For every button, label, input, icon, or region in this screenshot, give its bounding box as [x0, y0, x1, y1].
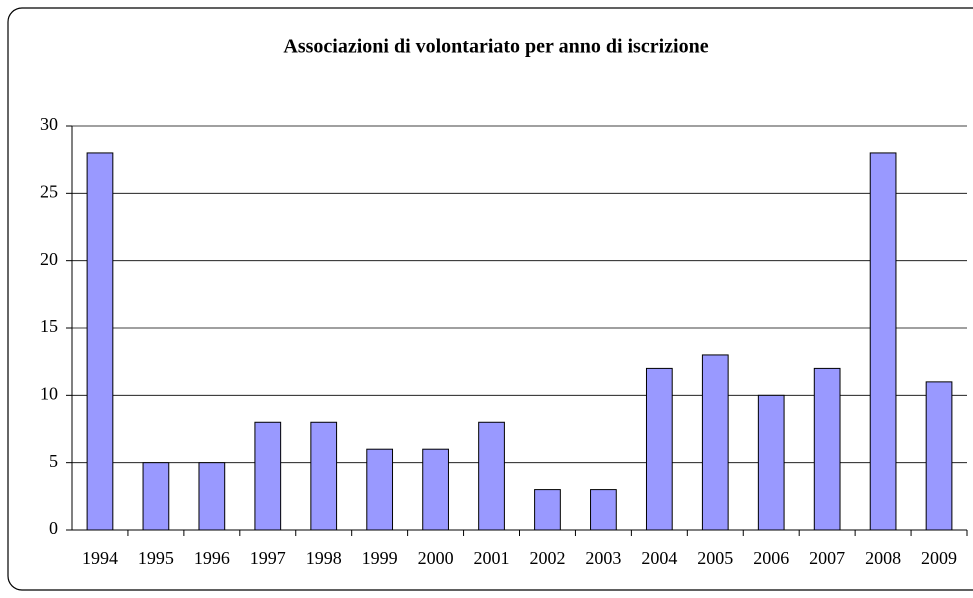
bar	[869, 152, 897, 531]
bar	[86, 152, 114, 531]
bar	[925, 381, 953, 531]
bar	[422, 448, 449, 531]
x-tick-label: 2008	[865, 548, 901, 568]
bar	[813, 367, 841, 531]
x-tick-label: 2000	[418, 548, 454, 568]
y-tick-label: 20	[40, 249, 58, 269]
x-tick-label: 2007	[809, 548, 845, 568]
x-tick-label: 1996	[194, 548, 230, 568]
x-tick-label: 1994	[82, 548, 118, 568]
bar	[590, 489, 617, 531]
bar	[478, 421, 505, 531]
x-tick-label: 1998	[306, 548, 342, 568]
x-tick-label: 1999	[362, 548, 398, 568]
x-tick-label: 2001	[474, 548, 510, 568]
y-tick-label: 30	[40, 114, 58, 134]
y-tick-label: 5	[49, 451, 58, 471]
x-tick-label: 2009	[921, 548, 957, 568]
bar	[198, 462, 226, 531]
chart-frame	[7, 7, 973, 591]
x-tick-label: 2004	[641, 548, 677, 568]
y-tick-label: 25	[40, 181, 58, 201]
x-tick-label: 2005	[697, 548, 733, 568]
x-tick-label: 2006	[753, 548, 789, 568]
bar	[757, 394, 785, 531]
bar	[310, 421, 338, 531]
x-tick-label: 2003	[585, 548, 621, 568]
chart-title: Associazioni di volontariato per anno di…	[283, 36, 708, 58]
bar	[645, 367, 673, 531]
x-tick-label: 1995	[138, 548, 174, 568]
bar	[142, 462, 170, 531]
x-tick-label: 1997	[250, 548, 286, 568]
y-tick-label: 15	[40, 316, 58, 336]
y-tick-label: 10	[40, 383, 58, 403]
bar	[366, 448, 394, 531]
y-tick-label: 0	[49, 518, 58, 538]
bar	[701, 354, 729, 531]
bar	[254, 421, 282, 531]
x-tick-label: 2002	[529, 548, 565, 568]
bar	[534, 489, 561, 531]
